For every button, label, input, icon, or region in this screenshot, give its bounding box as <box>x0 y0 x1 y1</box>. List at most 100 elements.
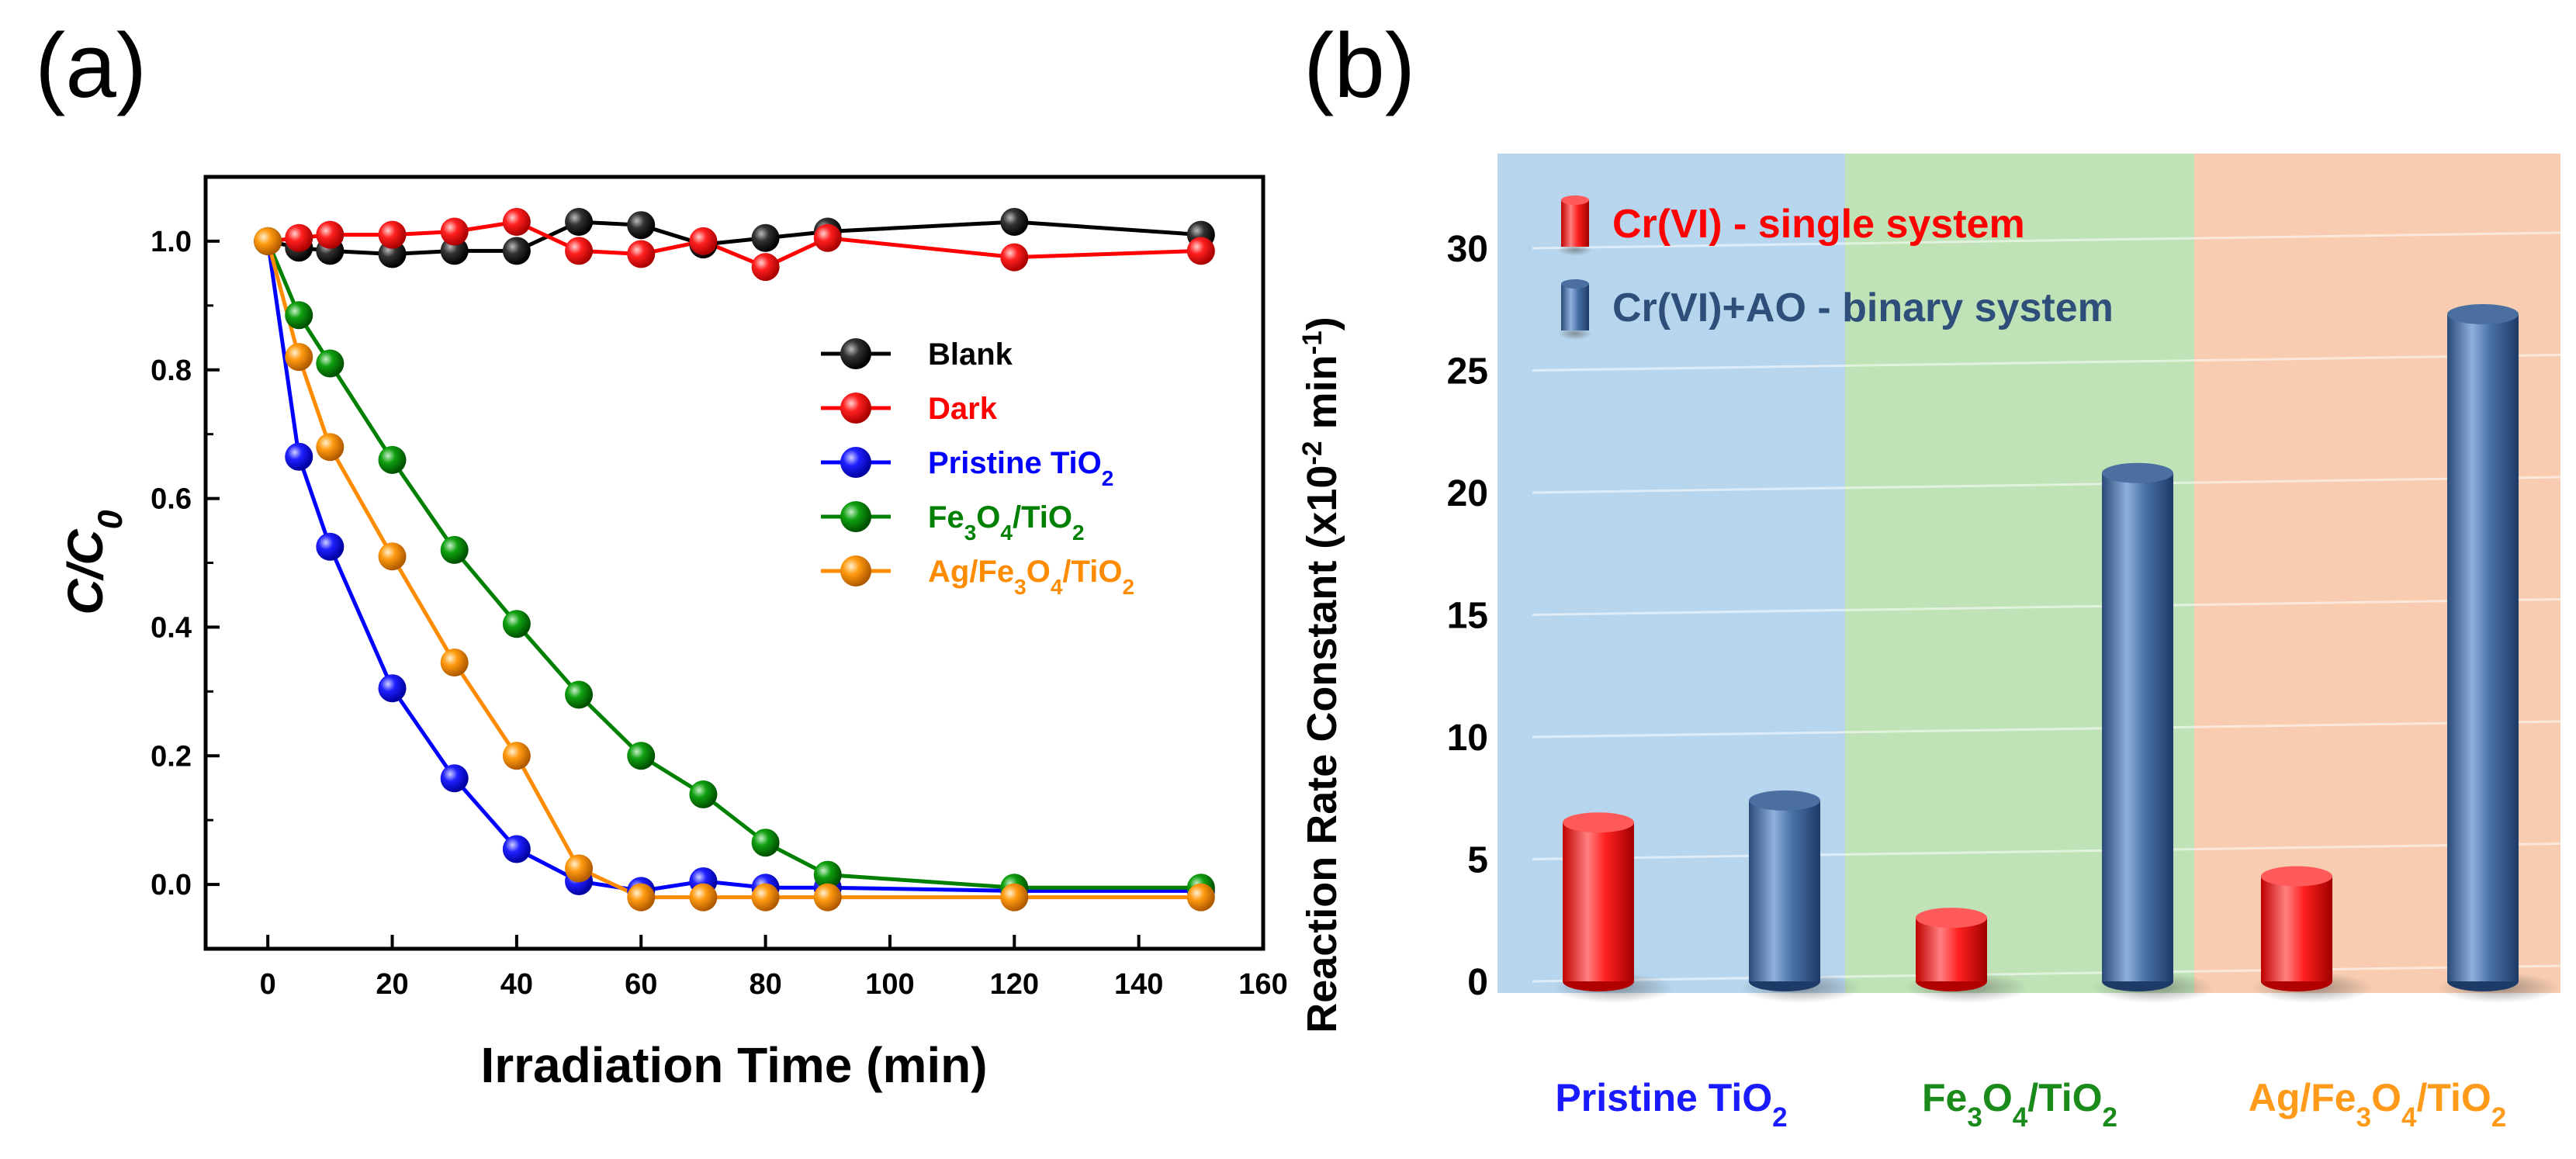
gridline-b-0 <box>1532 964 2561 983</box>
point-dark-40 <box>502 208 531 237</box>
point-ag-fe3o4-tio2-5 <box>285 343 313 372</box>
point-ag-fe3o4-tio2-150 <box>1186 883 1215 912</box>
point-blank-40 <box>502 237 531 265</box>
gridline-b-20 <box>1532 476 2561 494</box>
y-tick-label-a-0-2: 0.2 <box>151 740 192 773</box>
y-tick-label-b-0: 0 <box>1467 962 1488 1003</box>
bar-cr-vi-ao-binary-system-2 <box>2092 462 2214 1003</box>
legend-marker-fe3o4-tio2 <box>840 501 871 532</box>
x-tick-label-a-60: 60 <box>625 968 657 1001</box>
bar-cr-vi-single-system-1 <box>1553 812 1675 1003</box>
legend-marker-cr-vi-ao-binary-system <box>1558 279 1592 340</box>
panel-a: (a) 0 20 40 60 80 100 120 140 160 0.0 0.2 0.4 0.6 0.8… <box>35 15 1288 1093</box>
point-ag-fe3o4-tio2-80 <box>751 883 780 912</box>
point-dark-30 <box>440 217 469 246</box>
y-tick-label-a-0-4: 0.4 <box>151 611 192 644</box>
x-tick-label-a-80: 80 <box>749 968 781 1001</box>
x-tick-label-a-20: 20 <box>376 968 408 1001</box>
point-blank-30 <box>440 237 469 265</box>
legend-marker-cr-vi-single-system <box>1558 195 1592 256</box>
legend-marker-blank <box>840 338 871 369</box>
point-fe3o4-tio2-5 <box>285 301 313 330</box>
gridline-b-15 <box>1532 598 2561 616</box>
legend-label-cr-vi-ao-binary-system: Cr(VI)+AO - binary system <box>1612 285 2114 330</box>
legend-label-dark: Dark <box>928 392 998 426</box>
point-fe3o4-tio2-90 <box>813 860 842 889</box>
panel-label-a: (a) <box>35 15 147 117</box>
point-ag-fe3o4-tio2-40 <box>502 742 531 770</box>
bars-b <box>1553 304 2560 1003</box>
point-dark-150 <box>1186 237 1215 265</box>
legend-label-pristine-tio2: Pristine TiO2 <box>928 446 1113 490</box>
point-ag-fe3o4-tio2-0 <box>254 227 282 255</box>
point-fe3o4-tio2-50 <box>565 680 594 709</box>
legend-b: Cr(VI) - single system Cr(VI)+AO - binary… <box>1558 195 2114 340</box>
x-tick-label-a-160: 160 <box>1238 968 1287 1001</box>
point-ag-fe3o4-tio2-60 <box>627 883 656 912</box>
legend-label-cr-vi-single-system: Cr(VI) - single system <box>1612 202 2025 247</box>
point-dark-120 <box>1000 243 1029 272</box>
point-ag-fe3o4-tio2-70 <box>689 883 718 912</box>
point-fe3o4-tio2-40 <box>502 610 531 638</box>
category-label-3: Ag/Fe3O4/TiO2 <box>2249 1076 2507 1133</box>
axis-ticks-b: 0 5 10 15 20 25 30 <box>1447 229 1488 1003</box>
point-ag-fe3o4-tio2-10 <box>316 433 345 462</box>
y-tick-label-a-0-0: 0.0 <box>151 869 192 901</box>
point-dark-10 <box>316 220 345 249</box>
point-blank-20 <box>378 240 407 268</box>
legend-marker-ag-fe3o4-tio2 <box>840 555 871 586</box>
line-fe3o4-tio2 <box>265 240 1201 890</box>
x-tick-label-a-140: 140 <box>1114 968 1163 1001</box>
series-lines-a <box>265 220 1201 900</box>
legend-marker-dark <box>840 393 871 424</box>
point-ag-fe3o4-tio2-90 <box>813 883 842 912</box>
point-dark-20 <box>378 220 407 249</box>
line-blank <box>267 220 1201 257</box>
legend-marker-pristine-tio2 <box>840 447 871 478</box>
point-ag-fe3o4-tio2-120 <box>1000 883 1029 912</box>
x-tick-label-a-40: 40 <box>500 968 533 1001</box>
line-ag-fe3o4-tio2 <box>265 240 1201 900</box>
legend-a: Blank Dark Pristine TiO2 Fe3O4/TiO2 Ag/Fe3O4… <box>821 337 1134 599</box>
y-tick-label-b-25: 25 <box>1447 351 1488 393</box>
category-backgrounds-b <box>1497 154 2560 993</box>
y-tick-label-b-20: 20 <box>1447 473 1488 514</box>
bar-cr-vi-single-system-3 <box>2251 866 2373 1003</box>
y-axis-title-b: Reaction Rate Constant (x10-2 min-1) <box>1297 317 1346 1033</box>
point-dark-90 <box>813 223 842 252</box>
point-blank-50 <box>565 208 594 237</box>
category-label-2: Fe3O4/TiO2 <box>1922 1076 2117 1133</box>
point-dark-50 <box>565 237 594 265</box>
y-tick-label-b-30: 30 <box>1447 229 1488 270</box>
panel-label-b: (b) <box>1304 15 1415 117</box>
y-tick-label-b-10: 10 <box>1447 718 1488 759</box>
point-pristine-tio2-5 <box>285 442 313 471</box>
y-tick-label-a-0-8: 0.8 <box>151 355 192 387</box>
bar-cr-vi-ao-binary-system-1 <box>1739 790 1861 1003</box>
axis-ticks-a: 0 20 40 60 80 100 120 140 160 0.0 0.2 0.4 0.6 0.8 1.0 <box>151 175 1288 1001</box>
point-fe3o4-tio2-10 <box>316 349 345 378</box>
point-pristine-tio2-20 <box>378 674 407 703</box>
x-tick-label-a-0: 0 <box>260 968 276 1001</box>
point-fe3o4-tio2-60 <box>627 742 656 770</box>
line-dark <box>267 220 1201 269</box>
gridline-b-30 <box>1532 231 2561 250</box>
legend-label-blank: Blank <box>928 337 1013 372</box>
point-pristine-tio2-10 <box>316 532 345 561</box>
point-blank-80 <box>751 223 780 252</box>
gridline-b-25 <box>1532 354 2561 372</box>
y-tick-label-a-1-0: 1.0 <box>151 226 192 258</box>
x-tick-label-a-120: 120 <box>990 968 1039 1001</box>
point-fe3o4-tio2-70 <box>689 780 718 808</box>
y-tick-label-a-0-6: 0.6 <box>151 483 192 516</box>
legend-label-ag-fe3o4-tio2: Ag/Fe3O4/TiO2 <box>928 555 1134 599</box>
point-dark-60 <box>627 240 656 268</box>
y-tick-label-b-15: 15 <box>1447 596 1488 637</box>
point-pristine-tio2-30 <box>440 764 469 793</box>
category-label-1: Pristine TiO2 <box>1555 1076 1787 1133</box>
point-fe3o4-tio2-20 <box>378 445 407 474</box>
gridline-b-10 <box>1532 720 2561 739</box>
point-fe3o4-tio2-80 <box>751 829 780 857</box>
